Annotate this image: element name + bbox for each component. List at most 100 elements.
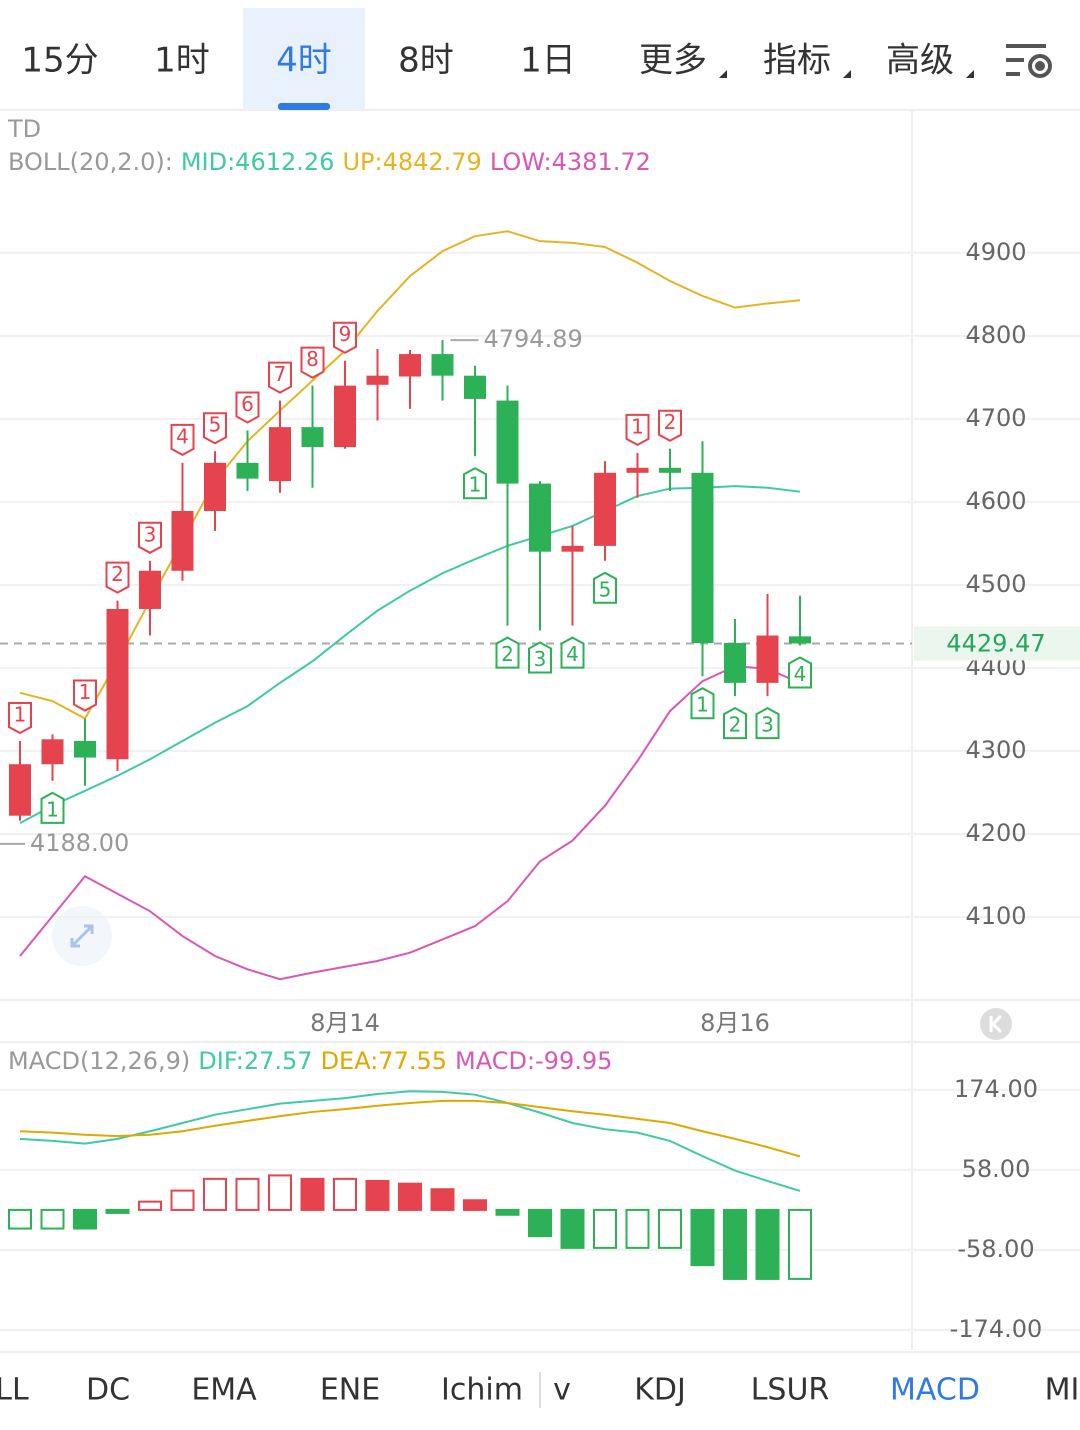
indicator-tab[interactable]: v (553, 1373, 571, 1408)
tab[interactable]: 更多 (639, 41, 707, 81)
candle-body (659, 467, 681, 473)
indicator-tab[interactable]: MACD (890, 1373, 980, 1408)
td-count: 7 (274, 362, 287, 386)
menu-caret (843, 70, 851, 78)
icon-bg (980, 1008, 1012, 1040)
y-tick-label: -174.00 (950, 1315, 1043, 1343)
td-box (788, 656, 812, 689)
legend-entry: MID:4612.26 (181, 148, 335, 176)
macd-bar (463, 1199, 487, 1211)
annotation-label: 4188.00 (30, 829, 129, 857)
td-box (333, 321, 357, 354)
td-count: 1 (469, 473, 482, 497)
expand-icon[interactable] (52, 906, 112, 966)
last-price-label: 4429.47 (946, 629, 1045, 657)
x-tick-label: 8月16 (700, 1009, 770, 1037)
td-box (105, 561, 130, 594)
candle-body (236, 462, 259, 479)
macd-bar (8, 1208, 32, 1230)
y-tick-label: -58.00 (957, 1235, 1034, 1263)
y-tick-label: 58.00 (962, 1155, 1031, 1183)
y-tick-label: 4800 (965, 321, 1026, 349)
td-box (203, 412, 227, 445)
macd-bar (755, 1208, 780, 1280)
tab[interactable]: 指标 (763, 41, 831, 81)
candle-body (496, 400, 519, 484)
macd-bar (203, 1177, 227, 1211)
icon-arrows (70, 924, 94, 948)
x-tick-label: 8月14 (310, 1009, 380, 1037)
icon-gear (1028, 54, 1052, 78)
td-count: 2 (111, 562, 124, 586)
legend-entry: LOW:4381.72 (490, 148, 651, 176)
macd-bar (170, 1189, 195, 1211)
y-tick-label: 4900 (965, 238, 1026, 266)
tab[interactable]: 高级 (886, 41, 954, 81)
macd-bar (138, 1200, 162, 1211)
settings-icon[interactable] (1006, 44, 1052, 78)
macd-bar (560, 1208, 585, 1249)
indicator-tab[interactable]: MI (1045, 1373, 1080, 1408)
indicator-tab[interactable]: ENE (320, 1373, 380, 1408)
active-tab-underline (278, 103, 330, 110)
indicator-tab[interactable]: Ichim (441, 1373, 523, 1408)
macd-bar (268, 1174, 292, 1211)
tab[interactable]: 1时 (154, 41, 210, 81)
td-box (268, 361, 292, 394)
candle-body (139, 570, 161, 609)
tab[interactable]: 8时 (398, 41, 454, 81)
y-tick-label: 4100 (965, 902, 1026, 930)
td-count: 5 (209, 413, 222, 437)
tab[interactable]: 1日 (520, 41, 576, 81)
legend-entry: UP:4842.79 (342, 148, 481, 176)
candle-body (204, 462, 226, 511)
candle-body (464, 375, 486, 399)
indicator-tab[interactable]: KDJ (634, 1373, 686, 1408)
macd-bar (690, 1208, 715, 1267)
td-box (625, 413, 650, 447)
macd-bar (365, 1179, 390, 1211)
legend-entry: MACD:-99.95 (455, 1047, 612, 1075)
td-count: 6 (241, 392, 254, 416)
td-count: 2 (729, 713, 742, 737)
indicator-tab[interactable]: LSUR (751, 1373, 830, 1408)
y-tick-label: 4300 (965, 736, 1026, 764)
candle-body (41, 739, 64, 765)
tab[interactable]: 4时 (276, 41, 332, 81)
k-icon[interactable] (980, 1008, 1012, 1040)
candle-body (399, 354, 421, 377)
candle-body (529, 483, 551, 552)
td-count: 1 (79, 680, 92, 704)
tab[interactable]: 15分 (21, 41, 98, 81)
indicator-tab[interactable]: LL (0, 1373, 29, 1408)
candle-body (9, 764, 31, 816)
candle-body (334, 385, 356, 448)
td-count: 2 (664, 410, 677, 434)
macd-bar (625, 1208, 650, 1249)
candle-body (74, 740, 96, 758)
td-count: 2 (501, 642, 514, 666)
indicator-tab[interactable]: DC (86, 1373, 130, 1408)
td-count: 9 (339, 322, 352, 346)
macd-line (19, 1099, 801, 1158)
td-box (300, 346, 325, 379)
indicator-tab[interactable]: EMA (191, 1373, 257, 1408)
menu-caret (966, 70, 974, 78)
td-box (528, 641, 552, 674)
td-box (40, 791, 65, 824)
td-box (723, 706, 747, 740)
macd-bar (495, 1208, 520, 1216)
td-box (593, 571, 617, 604)
candle-body (431, 354, 454, 376)
td-box (690, 687, 715, 720)
annotation-label: 4794.89 (484, 325, 583, 353)
macd-bar (333, 1177, 357, 1211)
macd-bar (723, 1208, 747, 1280)
td-box (560, 636, 585, 669)
macd-bar (528, 1208, 552, 1238)
macd-line (19, 1090, 801, 1192)
td-count: 4 (794, 662, 807, 686)
macd-bar (430, 1188, 455, 1211)
candle-body (366, 375, 389, 385)
